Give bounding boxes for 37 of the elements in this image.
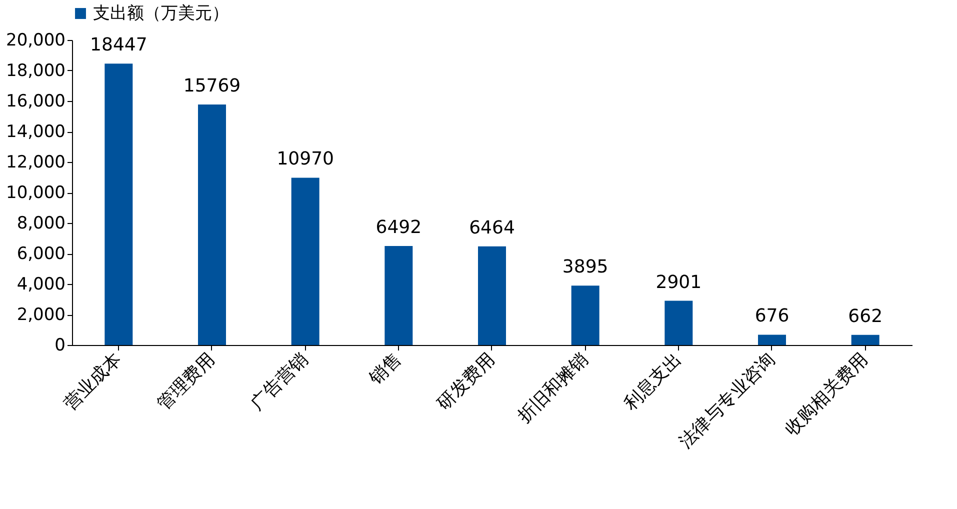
data-label: 676: [754, 306, 790, 327]
data-label: 6492: [376, 216, 422, 238]
data-label: 6464: [469, 217, 515, 238]
data-label: 662: [848, 306, 883, 327]
y-tick-label: 4,000: [16, 274, 66, 294]
x-tick-label: 研发费用: [433, 348, 500, 414]
y-tick-label: 10,000: [6, 183, 66, 203]
legend-label: 支出额（万美元）: [93, 4, 229, 24]
x-tick-label: 销售: [364, 348, 406, 390]
y-tick-label: 0: [54, 336, 66, 356]
data-label: 18447: [90, 34, 148, 56]
bar: [851, 334, 880, 345]
bar: [478, 246, 506, 345]
x-tick-label: 收购相关费用: [781, 348, 872, 440]
y-tick-label: 2,000: [16, 305, 66, 325]
y-tick-label: 18,000: [6, 61, 66, 81]
y-tick-label: 16,000: [6, 92, 66, 112]
data-label: 10970: [276, 148, 334, 170]
y-tick-label: 12,000: [6, 152, 66, 172]
y-tick-label: 20,000: [6, 30, 66, 50]
x-tick-label: 折旧和摊销: [514, 348, 592, 428]
bar: [758, 334, 786, 345]
bar: [571, 286, 600, 345]
x-tick-label: 广告营销: [246, 348, 312, 414]
bar: [664, 300, 693, 345]
data-label: 2901: [656, 272, 702, 293]
bar: [198, 104, 226, 345]
x-tick-label: 利息支出: [620, 348, 686, 414]
x-tick-label: 管理费用: [153, 348, 220, 414]
y-tick-label: 8,000: [16, 214, 66, 234]
bar: [384, 246, 413, 345]
data-label: 15769: [183, 76, 241, 97]
bar: [291, 178, 320, 345]
y-tick-label: 14,000: [6, 122, 66, 142]
y-tick-label: 6,000: [16, 244, 66, 264]
data-label: 3895: [562, 256, 608, 278]
bar: [104, 64, 133, 345]
